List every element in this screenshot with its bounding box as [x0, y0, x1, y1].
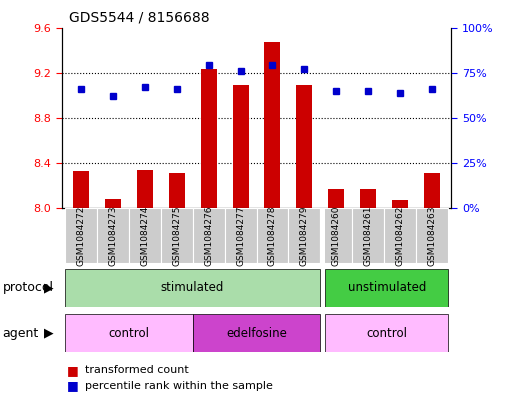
Bar: [232, 85, 248, 208]
Bar: [73, 171, 89, 208]
Text: ▶: ▶: [44, 327, 53, 340]
Bar: [265, 42, 281, 208]
Bar: [288, 208, 321, 263]
Text: agent: agent: [3, 327, 39, 340]
Text: GSM1084279: GSM1084279: [300, 206, 309, 266]
Text: GSM1084276: GSM1084276: [204, 206, 213, 266]
Bar: [416, 208, 448, 263]
Text: GSM1084275: GSM1084275: [172, 206, 181, 266]
Text: transformed count: transformed count: [85, 365, 188, 375]
Bar: [161, 208, 192, 263]
Bar: [321, 208, 325, 263]
Bar: [297, 85, 312, 208]
Bar: [352, 208, 384, 263]
Bar: [192, 314, 321, 352]
Text: ■: ■: [67, 379, 78, 393]
Bar: [328, 189, 344, 208]
Text: GSM1084274: GSM1084274: [140, 206, 149, 266]
Text: GSM1084273: GSM1084273: [108, 206, 117, 266]
Bar: [65, 269, 321, 307]
Bar: [65, 208, 97, 263]
Text: unstimulated: unstimulated: [347, 281, 426, 294]
Text: ▶: ▶: [44, 281, 53, 294]
Text: percentile rank within the sample: percentile rank within the sample: [85, 381, 272, 391]
Bar: [192, 208, 225, 263]
Bar: [105, 199, 121, 208]
Bar: [169, 173, 185, 208]
Bar: [256, 208, 288, 263]
Bar: [136, 170, 153, 208]
Bar: [225, 208, 256, 263]
Bar: [325, 314, 448, 352]
Bar: [321, 208, 352, 263]
Text: control: control: [108, 327, 149, 340]
Bar: [129, 208, 161, 263]
Bar: [424, 173, 440, 208]
Bar: [65, 314, 192, 352]
Bar: [392, 200, 408, 208]
Bar: [97, 208, 129, 263]
Text: GSM1084278: GSM1084278: [268, 206, 277, 266]
Text: GSM1084277: GSM1084277: [236, 206, 245, 266]
Text: GSM1084272: GSM1084272: [76, 206, 85, 266]
Text: GSM1084263: GSM1084263: [428, 206, 437, 266]
Text: stimulated: stimulated: [161, 281, 224, 294]
Text: edelfosine: edelfosine: [226, 327, 287, 340]
Text: GSM1084261: GSM1084261: [364, 206, 373, 266]
Bar: [360, 189, 377, 208]
Text: GSM1084260: GSM1084260: [332, 206, 341, 266]
Bar: [325, 269, 448, 307]
Text: ■: ■: [67, 364, 78, 377]
Text: control: control: [366, 327, 407, 340]
Text: GSM1084262: GSM1084262: [396, 206, 405, 266]
Text: GDS5544 / 8156688: GDS5544 / 8156688: [69, 11, 210, 25]
Bar: [384, 208, 416, 263]
Bar: [201, 69, 216, 208]
Text: protocol: protocol: [3, 281, 53, 294]
